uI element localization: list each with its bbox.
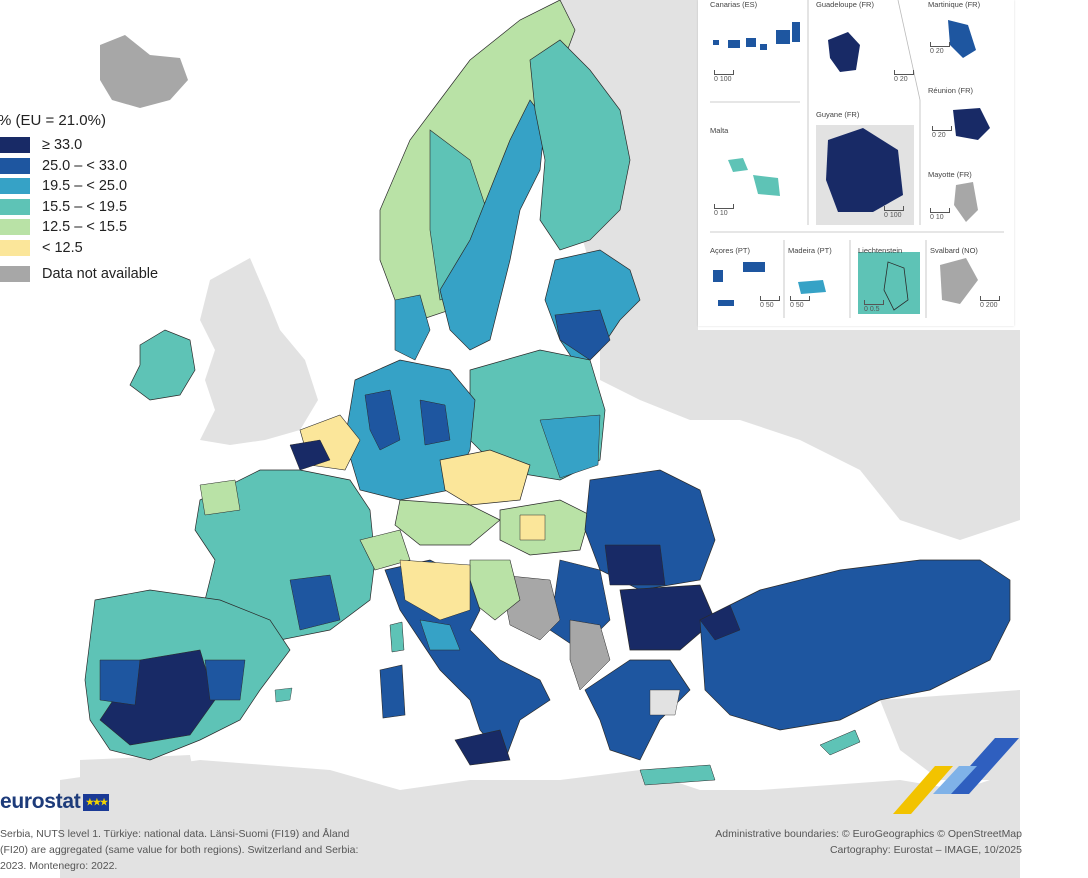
legend-label-not-available: Data not available — [42, 266, 159, 283]
legend-label: 19.5 – < 25.0 — [42, 178, 128, 195]
map-legend: % (EU = 21.0%) ≥ 33.0 25.0 – < 33.0 19.5 –… — [0, 112, 200, 285]
credits: Administrative boundaries: © EuroGeograp… — [715, 826, 1022, 858]
inset-label: Martinique (FR) — [928, 0, 981, 9]
legend-label: ≥ 33.0 — [42, 137, 83, 154]
sardinia — [379, 664, 406, 719]
footnote-line: (FI20) are aggregated (same value for bo… — [0, 844, 359, 856]
legend-label: < 12.5 — [42, 239, 83, 256]
inset-scale-label: 0 10 — [714, 210, 728, 217]
inset-label: Svalbard (NO) — [930, 246, 978, 255]
legend-label: 15.5 – < 19.5 — [42, 198, 128, 215]
turkiye — [699, 559, 1011, 731]
inset-scale-bar: 0 20 — [932, 126, 952, 139]
legend-swatch — [0, 178, 30, 195]
eu-flag-icon: ★★★ — [83, 793, 110, 811]
iceland — [100, 35, 188, 108]
legend-row: 15.5 – < 19.5 — [0, 197, 200, 218]
inset-scale-bar: 0 0.5 — [864, 300, 884, 313]
legend-row: 25.0 – < 33.0 — [0, 156, 200, 177]
credits-boundaries: Administrative boundaries: © EuroGeograp… — [715, 828, 1022, 840]
finland — [529, 39, 631, 251]
legend-title: % (EU = 21.0%) — [0, 112, 106, 129]
inset-label: Açores (PT) — [710, 246, 751, 255]
non-eu-land — [60, 0, 1020, 878]
eurostat-logo: eurostat ★★★ — [0, 790, 110, 814]
inset-label: Malta — [710, 126, 729, 135]
greece — [584, 659, 691, 761]
inset-scale-label: 0 20 — [932, 132, 946, 139]
inset-scale-bar: 0 10 — [930, 208, 950, 221]
legend-swatch — [0, 239, 30, 256]
footnote-line: Serbia, NUTS level 1. Türkiye: national … — [0, 828, 350, 840]
inset-label: Mayotte (FR) — [928, 170, 972, 179]
inset-scale-label: 0 0.5 — [864, 306, 880, 313]
legend-swatch — [0, 198, 30, 215]
inset-scale-bar: 0 20 — [930, 42, 950, 55]
inset-scale-bar: 0 100 — [714, 70, 734, 83]
inset-scale-label: 0 20 — [894, 76, 908, 83]
ireland — [129, 329, 196, 401]
footnote: Serbia, NUTS level 1. Türkiye: national … — [0, 826, 470, 874]
denmark — [394, 294, 431, 361]
inset-label: Guyane (FR) — [816, 110, 860, 119]
legend-row: < 12.5 — [0, 238, 200, 259]
sweden — [439, 99, 546, 351]
inset-scale-bar: 0 100 — [884, 206, 904, 219]
sicily — [454, 729, 511, 766]
austria — [394, 499, 501, 546]
legend-label: 25.0 – < 33.0 — [42, 157, 128, 174]
switzerland — [359, 529, 411, 571]
inset-scale-label: 0 50 — [760, 302, 774, 309]
inset-scale-bar: 0 10 — [714, 204, 734, 217]
inset-label: Liechtenstein — [858, 246, 903, 255]
legend-row-not-available: Data not available — [0, 264, 200, 285]
logo-mark — [893, 738, 1019, 814]
inset-scale-label: 0 20 — [930, 48, 944, 55]
legend-swatch — [0, 219, 30, 236]
inset-scale-bar: 0 50 — [760, 296, 780, 309]
footnote-line: 2023. Montenegro: 2022. — [0, 860, 118, 872]
inset-scale-label: 0 10 — [930, 214, 944, 221]
inset-panel: Canarias (ES) 0 100 Guadeloupe (FR) 0 20 Mar… — [698, 0, 1014, 326]
legend-label: 12.5 – < 15.5 — [42, 219, 128, 236]
inset-scale-label: 0 50 — [790, 302, 804, 309]
inset-scale-bar: 0 50 — [790, 296, 810, 309]
inset-scale-bar: 0 200 — [980, 296, 1000, 309]
legend-row: 12.5 – < 15.5 — [0, 217, 200, 238]
legend-row: 19.5 – < 25.0 — [0, 176, 200, 197]
inset-label: Madeira (PT) — [788, 246, 832, 255]
legend-swatch — [0, 137, 30, 154]
inset-scale-label: 0 200 — [980, 302, 998, 309]
inset-scale-bar: 0 20 — [894, 70, 914, 83]
inset-label: Guadeloupe (FR) — [816, 0, 874, 9]
legend-row: ≥ 33.0 — [0, 135, 200, 156]
inset-maps — [710, 0, 1004, 318]
inset-label: Réunion (FR) — [928, 86, 974, 95]
brand-name: eurostat — [0, 790, 81, 813]
inset-canarias-shapes — [713, 22, 800, 50]
legend-swatch-not-available — [0, 266, 30, 283]
inset-label: Canarias (ES) — [710, 0, 758, 9]
cyprus — [819, 729, 861, 756]
inset-scale-label: 0 100 — [714, 76, 732, 83]
legend-classes: ≥ 33.0 25.0 – < 33.0 19.5 – < 25.0 15.5 – <… — [0, 135, 200, 258]
inset-scale-label: 0 100 — [884, 212, 902, 219]
bulgaria — [619, 584, 716, 651]
legend-swatch — [0, 157, 30, 174]
czechia — [439, 449, 531, 506]
credits-cartography: Cartography: Eurostat – IMAGE, 10/2025 — [829, 844, 1022, 856]
